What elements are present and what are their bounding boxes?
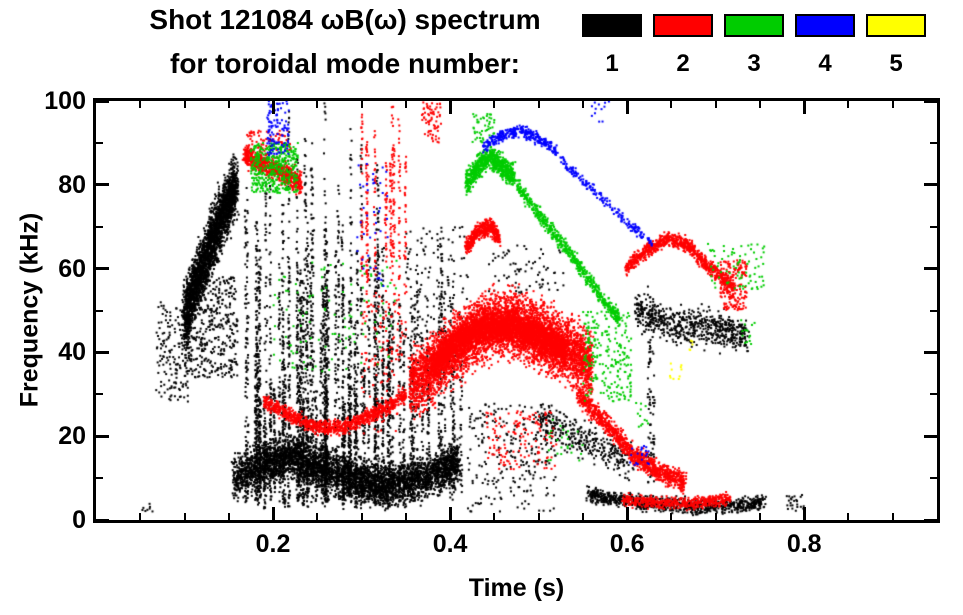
axis-tick xyxy=(360,513,363,520)
axis-tick xyxy=(96,477,103,480)
axis-tick xyxy=(625,101,629,114)
axis-tick xyxy=(847,513,850,520)
axis-tick xyxy=(930,141,937,144)
axis-tick xyxy=(448,101,452,114)
axis-tick xyxy=(96,393,103,396)
legend-swatches xyxy=(582,14,937,37)
axis-tick xyxy=(96,183,109,187)
axis-tick xyxy=(802,101,806,114)
x-axis-label: Time (s) xyxy=(468,574,565,602)
axis-tick xyxy=(316,101,319,108)
chart-subtitle: for toroidal mode number: xyxy=(170,48,520,79)
axis-tick xyxy=(96,518,109,522)
axis-tick xyxy=(493,513,496,520)
axis-tick xyxy=(802,507,806,520)
y-tick-label: 0 xyxy=(72,506,86,534)
axis-tick xyxy=(924,350,937,354)
x-tick-label: 0.4 xyxy=(432,530,468,558)
axis-tick xyxy=(183,101,186,108)
axis-tick xyxy=(227,513,230,520)
axis-tick xyxy=(96,141,103,144)
axis-tick xyxy=(758,101,761,108)
y-tick-label: 100 xyxy=(44,87,86,115)
axis-tick xyxy=(581,513,584,520)
tick-overlay xyxy=(96,99,937,522)
plot-frame xyxy=(93,98,940,523)
legend-number-n4: 4 xyxy=(818,50,832,77)
axis-tick xyxy=(930,477,937,480)
axis-tick xyxy=(581,101,584,108)
legend-number-n2: 2 xyxy=(676,50,690,77)
axis-tick xyxy=(924,99,937,103)
axis-tick xyxy=(448,507,452,520)
legend-swatch-n2 xyxy=(653,14,713,37)
axis-tick xyxy=(360,101,363,108)
legend-swatch-n3 xyxy=(724,14,784,37)
x-tick-label: 0.8 xyxy=(786,530,822,558)
axis-tick xyxy=(96,434,109,438)
plot-canvas xyxy=(96,101,937,520)
legend-swatch-n1 xyxy=(582,14,642,37)
chart-title: Shot 121084 ωB(ω) spectrum xyxy=(149,4,541,35)
legend-number-n3: 3 xyxy=(747,50,761,77)
y-tick-label: 80 xyxy=(58,170,86,199)
axis-tick xyxy=(930,225,937,228)
axis-tick xyxy=(891,101,894,108)
y-axis-label: Frequency (kHz) xyxy=(15,212,44,408)
axis-tick xyxy=(316,513,319,520)
axis-tick xyxy=(930,309,937,312)
axis-tick xyxy=(227,101,230,108)
axis-tick xyxy=(930,393,937,396)
axis-tick xyxy=(924,518,937,522)
axis-tick xyxy=(714,101,717,108)
axis-tick xyxy=(271,101,275,114)
legend-number-n1: 1 xyxy=(605,50,619,77)
axis-tick xyxy=(924,267,937,271)
axis-tick xyxy=(139,101,142,108)
axis-tick xyxy=(404,513,407,520)
axis-tick xyxy=(891,513,894,520)
y-tick-label: 20 xyxy=(58,422,86,451)
x-tick-label: 0.6 xyxy=(609,530,645,558)
legend-swatch-n5 xyxy=(866,14,926,37)
legend-number-n5: 5 xyxy=(889,50,903,77)
axis-tick xyxy=(96,267,109,271)
axis-tick xyxy=(183,513,186,520)
axis-tick xyxy=(847,101,850,108)
axis-tick xyxy=(271,507,275,520)
legend-swatch-n4 xyxy=(795,14,855,37)
axis-tick xyxy=(96,99,109,103)
axis-tick xyxy=(670,101,673,108)
axis-tick xyxy=(714,513,717,520)
axis-tick xyxy=(96,309,103,312)
axis-tick xyxy=(758,513,761,520)
axis-tick xyxy=(493,101,496,108)
x-tick-label: 0.2 xyxy=(255,530,291,558)
axis-tick xyxy=(625,507,629,520)
axis-tick xyxy=(96,350,109,354)
axis-tick xyxy=(537,101,540,108)
axis-tick xyxy=(670,513,673,520)
axis-tick xyxy=(404,101,407,108)
axis-tick xyxy=(924,434,937,438)
axis-tick xyxy=(924,183,937,187)
axis-tick xyxy=(537,513,540,520)
legend-mode-numbers: 1 2 3 4 5 xyxy=(582,50,937,78)
axis-tick xyxy=(96,225,103,228)
axis-tick xyxy=(139,513,142,520)
